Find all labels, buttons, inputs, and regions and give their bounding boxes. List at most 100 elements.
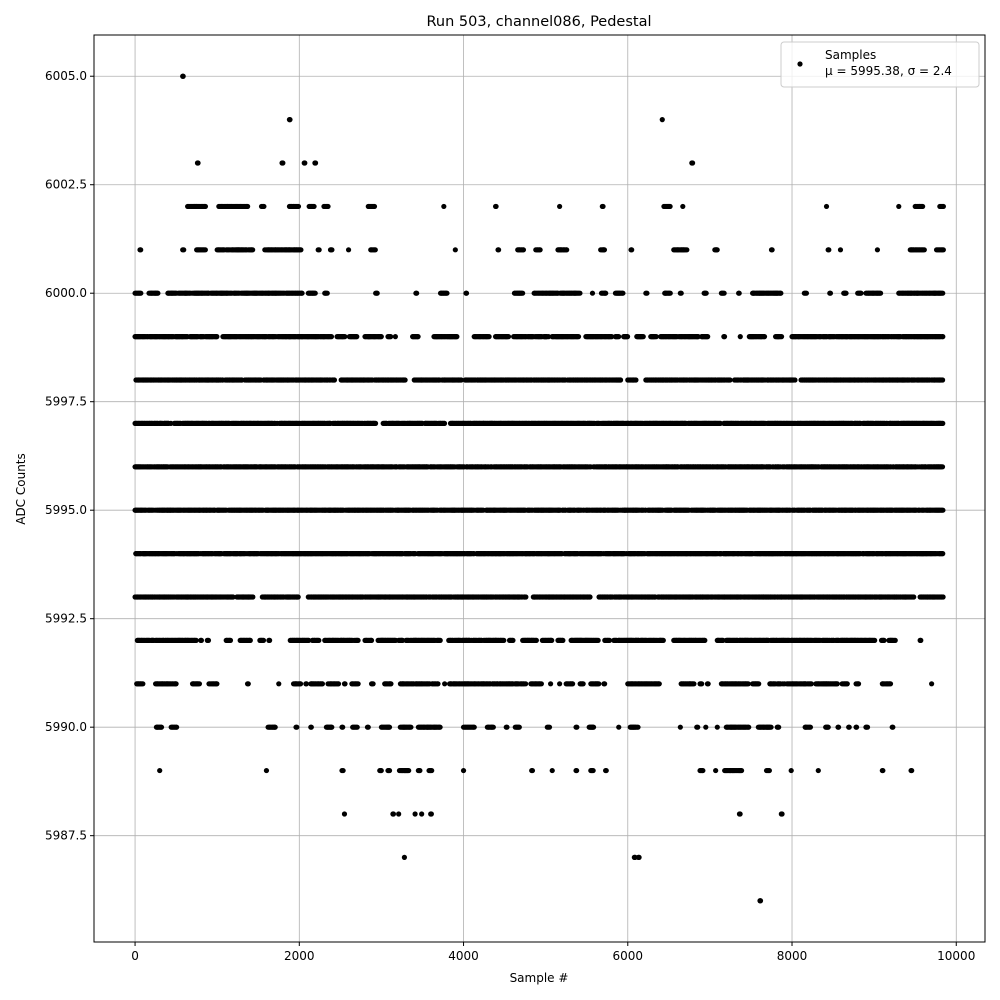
sample-point: [877, 290, 884, 296]
sample-point: [545, 334, 552, 340]
sample-point: [202, 247, 208, 253]
sample-point: [659, 117, 665, 123]
sample-point: [441, 420, 448, 426]
chart-title: Run 503, channel086, Pedestal: [426, 14, 651, 30]
sample-point: [520, 247, 527, 253]
sample-point: [826, 247, 832, 253]
sample-point: [155, 290, 161, 296]
sample-point: [441, 203, 447, 210]
sample-point: [575, 334, 582, 340]
sample-point: [444, 290, 450, 296]
sample-point: [214, 334, 220, 340]
sample-point: [311, 203, 317, 210]
sample-point: [486, 334, 492, 340]
sample-point: [684, 247, 690, 253]
plot-area: [94, 35, 985, 942]
sample-point: [680, 203, 686, 210]
sample-point: [557, 203, 563, 210]
sample-point: [388, 334, 394, 340]
sample-point: [354, 334, 360, 340]
sample-point: [505, 334, 512, 340]
sample-point: [727, 377, 733, 383]
sample-point: [689, 160, 696, 166]
sample-point: [940, 290, 946, 296]
sample-point: [287, 117, 293, 123]
sample-point: [617, 377, 624, 383]
sample-point: [667, 203, 673, 210]
sample-point: [325, 203, 331, 210]
sample-point: [705, 334, 711, 340]
sample-point: [452, 247, 458, 253]
sample-point: [940, 377, 946, 383]
sample-point: [940, 334, 946, 340]
sample-point: [280, 160, 286, 166]
sample-point: [261, 203, 267, 210]
sample-point: [378, 334, 384, 340]
sample-point: [202, 203, 209, 210]
sample-point: [181, 247, 187, 253]
sample-point: [940, 247, 946, 253]
sample-point: [345, 247, 352, 253]
sample-point: [342, 334, 348, 340]
sample-point: [600, 203, 606, 210]
sample-point: [640, 334, 646, 340]
sample-point: [940, 203, 947, 210]
sample-point: [940, 420, 946, 426]
sample-point: [737, 334, 743, 340]
sample-point: [616, 334, 622, 340]
sample-point: [250, 247, 256, 253]
sample-point: [299, 290, 305, 296]
sample-point: [372, 247, 378, 253]
sample-point: [823, 203, 830, 210]
sample-point: [316, 247, 322, 253]
sample-point: [414, 290, 420, 296]
sample-point: [564, 247, 570, 253]
sample-point: [843, 290, 849, 296]
sample-point: [736, 290, 742, 296]
sample-point: [939, 464, 946, 470]
sample-point: [778, 290, 784, 296]
sample-point: [761, 334, 768, 340]
sample-point: [245, 203, 251, 210]
sample-point: [920, 203, 926, 210]
sample-point: [678, 290, 684, 296]
sample-point: [721, 334, 728, 340]
sample-point: [493, 203, 499, 210]
sample-point: [609, 334, 615, 340]
sample-point: [312, 160, 319, 166]
sample-point: [633, 377, 639, 383]
sample-point: [312, 290, 318, 296]
sample-point: [603, 290, 609, 296]
sample-point: [896, 203, 902, 210]
sample-point: [577, 290, 583, 296]
sample-point: [302, 160, 308, 166]
sample-point: [803, 290, 810, 296]
sample-point: [620, 290, 626, 296]
sample-point: [331, 377, 338, 383]
sample-point: [496, 247, 502, 253]
sample-point: [858, 290, 864, 296]
sample-point: [624, 334, 631, 340]
sample-point: [295, 203, 302, 210]
sample-point: [629, 247, 635, 253]
sample-point: [874, 247, 881, 253]
sample-point: [402, 377, 408, 383]
sample-point: [644, 290, 650, 296]
sample-point: [714, 247, 720, 253]
sample-point: [180, 73, 186, 79]
sample-point: [371, 203, 378, 210]
sample-point: [328, 334, 335, 340]
sample-point: [195, 160, 201, 166]
sample-point: [792, 377, 798, 383]
sample-point: [138, 247, 144, 253]
sample-point: [827, 290, 834, 296]
sample-point: [415, 334, 421, 340]
sample-point: [372, 420, 379, 426]
sample-point: [601, 247, 608, 253]
sample-point: [721, 290, 727, 296]
sample-point: [138, 290, 144, 296]
sample-point: [392, 334, 398, 340]
sample-point: [837, 247, 844, 253]
sample-point: [463, 290, 470, 296]
